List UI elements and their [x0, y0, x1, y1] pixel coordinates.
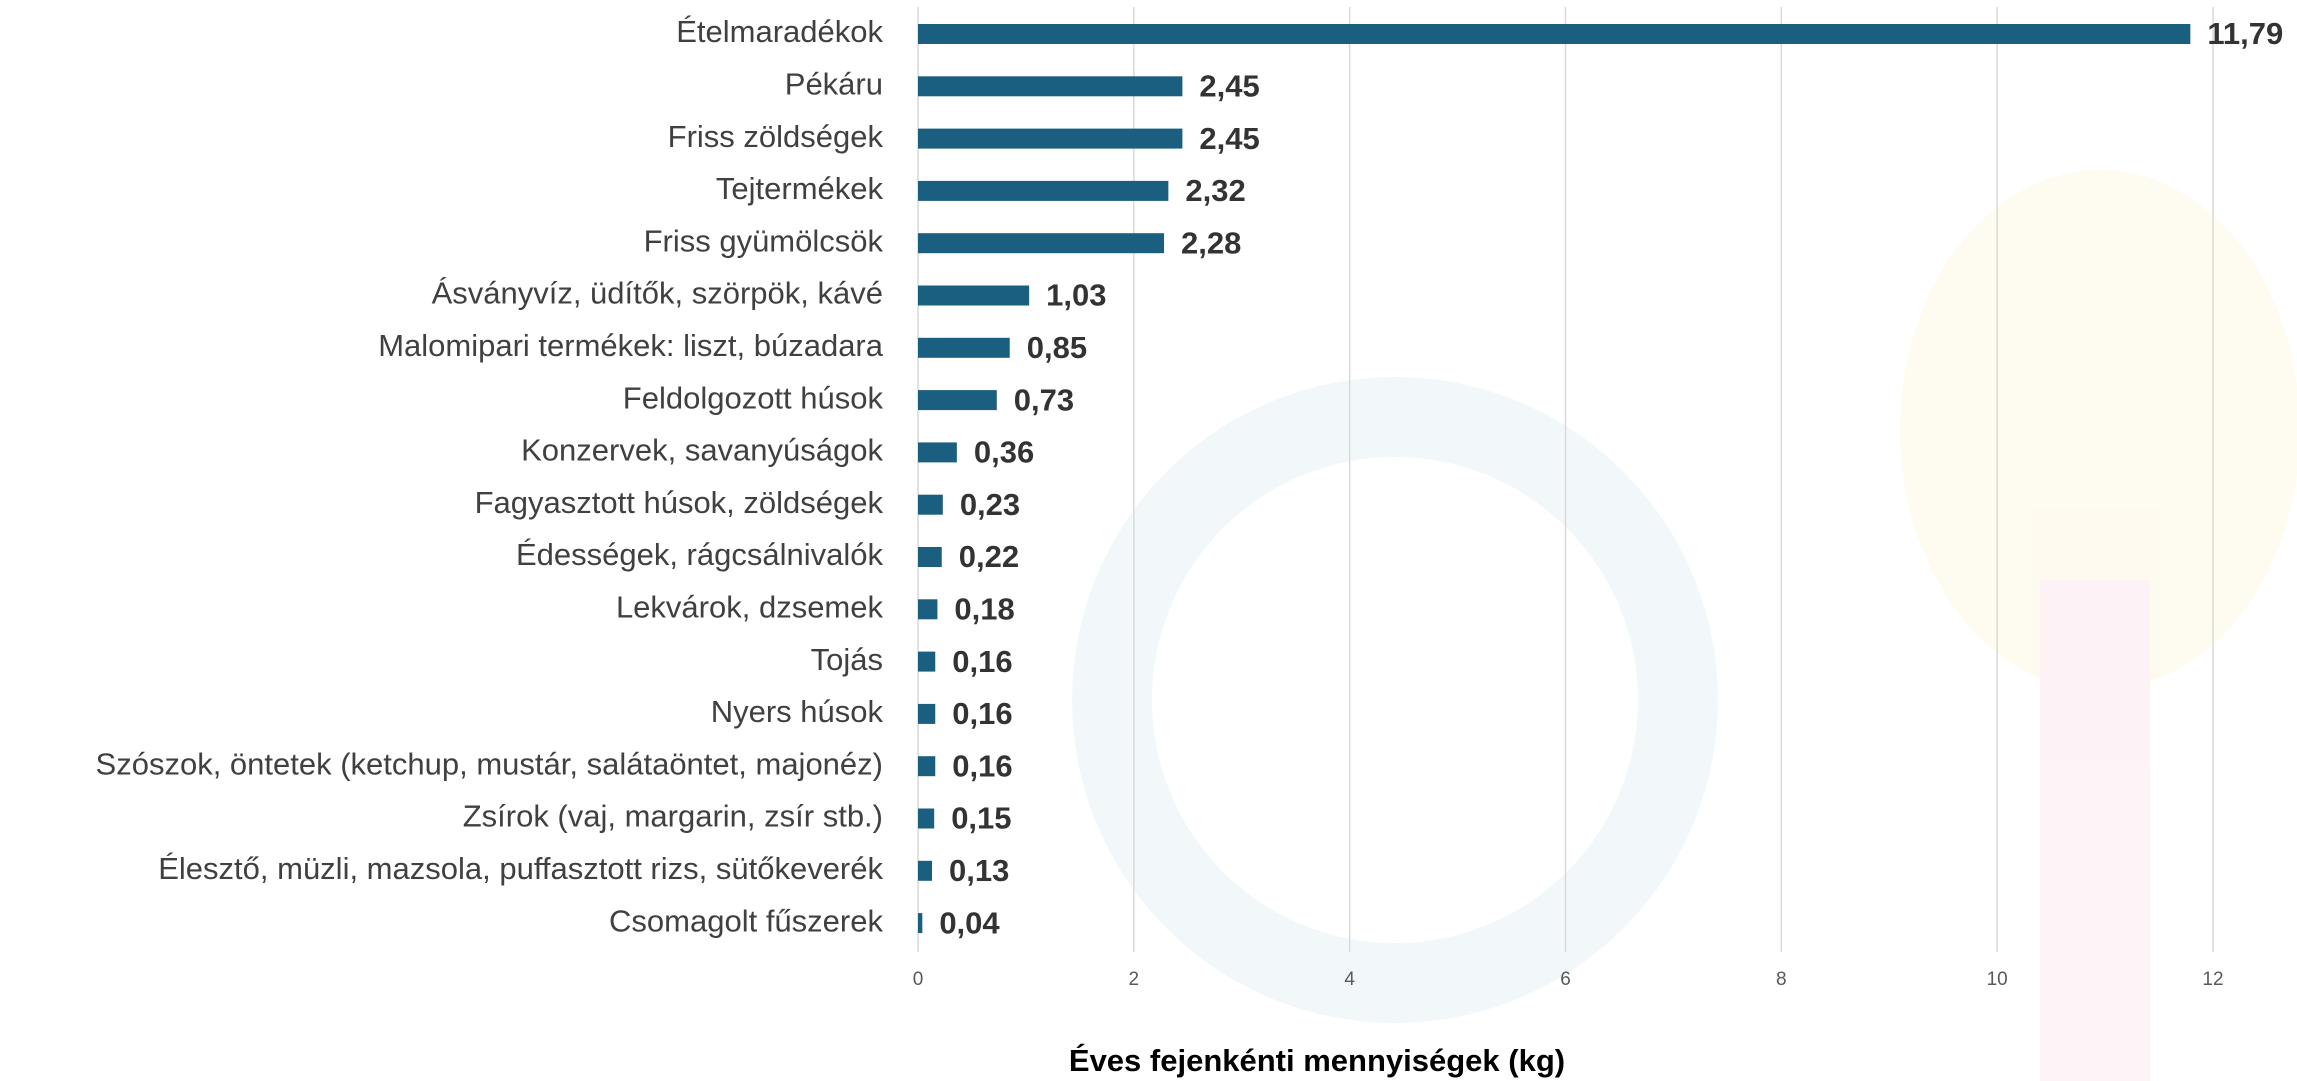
value-label: 0,73 [1014, 382, 1074, 417]
value-label: 0,18 [954, 591, 1014, 626]
y-tick-label: Friss zöldségek [668, 119, 884, 154]
bar [918, 129, 1182, 149]
bar [918, 704, 935, 724]
x-tick-label: 6 [1560, 969, 1571, 990]
x-axis-title: Éves fejenkénti mennyiségek (kg) [1069, 1043, 1565, 1078]
value-label: 11,79 [2207, 16, 2283, 51]
value-label: 2,32 [1185, 173, 1245, 208]
bar [918, 495, 943, 515]
y-tick-label: Tojás [811, 642, 883, 677]
x-tick-label: 0 [913, 969, 924, 990]
y-tick-label: Pékáru [785, 66, 883, 101]
x-tick-label: 10 [1987, 969, 2008, 990]
page: Éves fejenkénti mennyiségek (kg) 0 2 4 6 8 10… [0, 0, 2297, 1081]
y-tick-label: Malomipari termékek: liszt, búzadara [378, 328, 884, 363]
watermark [1112, 170, 2297, 1081]
y-tick-label: Konzervek, savanyúságok [521, 433, 883, 468]
y-tick-label: Zsírok (vaj, margarin, zsír stb.) [463, 799, 883, 834]
value-label: 2,45 [1199, 68, 1259, 103]
value-label: 1,03 [1046, 278, 1106, 313]
value-label: 2,45 [1199, 121, 1259, 156]
bar [918, 233, 1164, 253]
value-label: 0,15 [951, 801, 1011, 836]
x-tick-label: 2 [1129, 969, 1140, 990]
bar [918, 442, 957, 462]
bar [918, 286, 1029, 306]
value-label: 0,16 [952, 644, 1012, 679]
x-tick-label: 4 [1344, 969, 1355, 990]
bar [918, 809, 934, 829]
y-tick-label: Tejtermékek [716, 171, 884, 206]
bar [918, 338, 1010, 358]
bar [918, 181, 1168, 201]
y-tick-label: Csomagolt fűszerek [609, 903, 883, 938]
y-tick-label: Fagyasztott húsok, zöldségek [475, 485, 884, 520]
bar [918, 652, 935, 672]
bar [918, 547, 942, 567]
value-label: 0,85 [1027, 330, 1087, 365]
bar [918, 756, 935, 776]
x-tick-label: 8 [1776, 969, 1787, 990]
watermark-ring [1112, 417, 1678, 983]
value-label: 0,13 [949, 853, 1009, 888]
value-label: 0,16 [952, 748, 1012, 783]
y-tick-label: Édességek, rágcsálnivalók [516, 537, 884, 572]
y-tick-label: Élesztő, müzli, mazsola, puffasztott riz… [158, 851, 883, 886]
y-tick-label: Szószok, öntetek (ketchup, mustár, salát… [96, 746, 883, 781]
y-tick-label: Lekvárok, dzsemek [616, 589, 884, 624]
bar [918, 861, 932, 881]
value-label: 2,28 [1181, 225, 1241, 260]
bar [918, 76, 1182, 96]
y-tick-label: Feldolgozott húsok [623, 380, 884, 415]
y-tick-label: Ételmaradékok [676, 14, 883, 49]
y-tick-label: Nyers húsok [711, 694, 884, 729]
bar [918, 599, 937, 619]
bar [918, 913, 922, 933]
bar [918, 390, 997, 410]
value-label: 0,16 [952, 696, 1012, 731]
chart: Éves fejenkénti mennyiségek (kg) 0 2 4 6 8 10… [0, 0, 2297, 1081]
bar [918, 24, 2190, 44]
watermark-shape [2040, 580, 2150, 1081]
y-tick-label: Ásványvíz, üdítők, szörpök, kávé [432, 276, 883, 311]
value-label: 0,04 [939, 905, 1000, 940]
y-tick-label: Friss gyümölcsök [644, 223, 884, 258]
value-label: 0,36 [974, 435, 1034, 470]
value-label: 0,23 [960, 487, 1020, 522]
x-tick-label: 12 [2202, 969, 2223, 990]
value-label: 0,22 [959, 539, 1019, 574]
